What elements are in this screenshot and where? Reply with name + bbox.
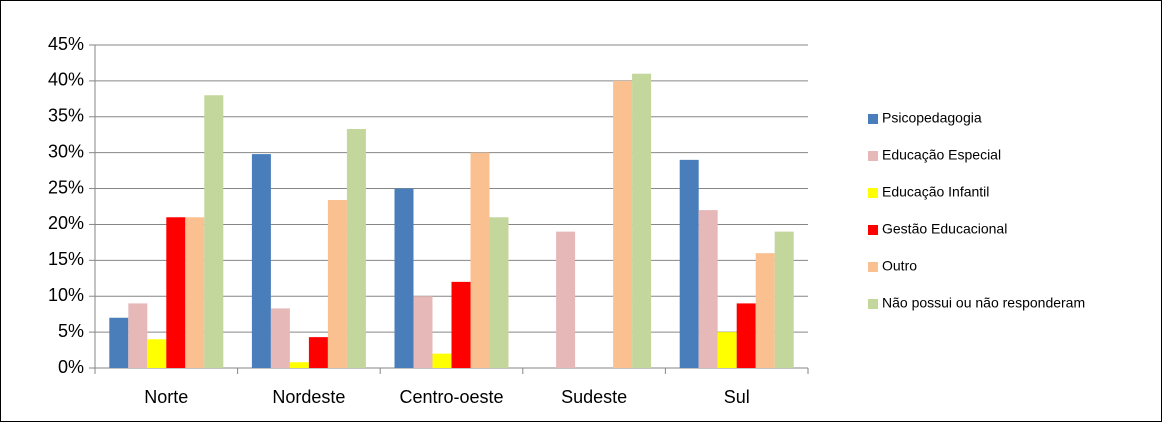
y-tick-label: 30% (48, 141, 84, 161)
x-tick-label: Sul (724, 387, 750, 407)
bar (470, 152, 490, 368)
bar (289, 362, 309, 368)
legend-label: Educação Infantil (882, 184, 989, 200)
bar (632, 73, 652, 368)
bar (270, 308, 290, 368)
bar (613, 80, 633, 368)
bar (128, 303, 148, 368)
x-tick-label: Nordeste (272, 387, 345, 407)
y-tick-label: 10% (48, 285, 84, 305)
bar (308, 337, 328, 368)
legend-swatch (868, 114, 878, 124)
bar (698, 210, 718, 368)
bar (327, 200, 347, 368)
y-tick-label: 5% (58, 321, 84, 341)
bar (736, 303, 756, 368)
legend-swatch (868, 188, 878, 198)
bar (717, 332, 737, 368)
bar (489, 217, 509, 368)
bar (251, 154, 271, 368)
legend-swatch (868, 151, 878, 161)
legend-label: Outro (882, 258, 917, 274)
legend-label: Não possui ou não responderam (882, 295, 1085, 311)
bar (166, 217, 186, 368)
bar (346, 128, 366, 368)
x-tick-label: Norte (144, 387, 188, 407)
bar (147, 339, 167, 368)
y-tick-label: 15% (48, 249, 84, 269)
x-tick-label: Centro-oeste (399, 387, 503, 407)
legend-swatch (868, 225, 878, 235)
bar (413, 296, 433, 368)
bar (432, 353, 452, 368)
y-tick-label: 25% (48, 177, 84, 197)
y-tick-label: 0% (58, 357, 84, 377)
y-tick-label: 20% (48, 213, 84, 233)
bar (556, 231, 576, 368)
bar (394, 188, 414, 368)
y-tick-label: 35% (48, 106, 84, 126)
legend-swatch (868, 299, 878, 309)
bar (451, 281, 471, 368)
legend-label: Gestão Educacional (882, 221, 1007, 237)
y-tick-label: 45% (48, 34, 84, 54)
y-tick-label: 40% (48, 70, 84, 90)
bar (774, 231, 794, 368)
bar (204, 95, 224, 368)
bar (109, 317, 129, 368)
bar (185, 217, 205, 368)
legend-label: Psicopedagogia (882, 110, 982, 126)
legend-label: Educação Especial (882, 147, 1001, 163)
legend-swatch (868, 262, 878, 272)
bar (755, 253, 775, 368)
bar (679, 159, 699, 368)
x-tick-label: Sudeste (561, 387, 627, 407)
